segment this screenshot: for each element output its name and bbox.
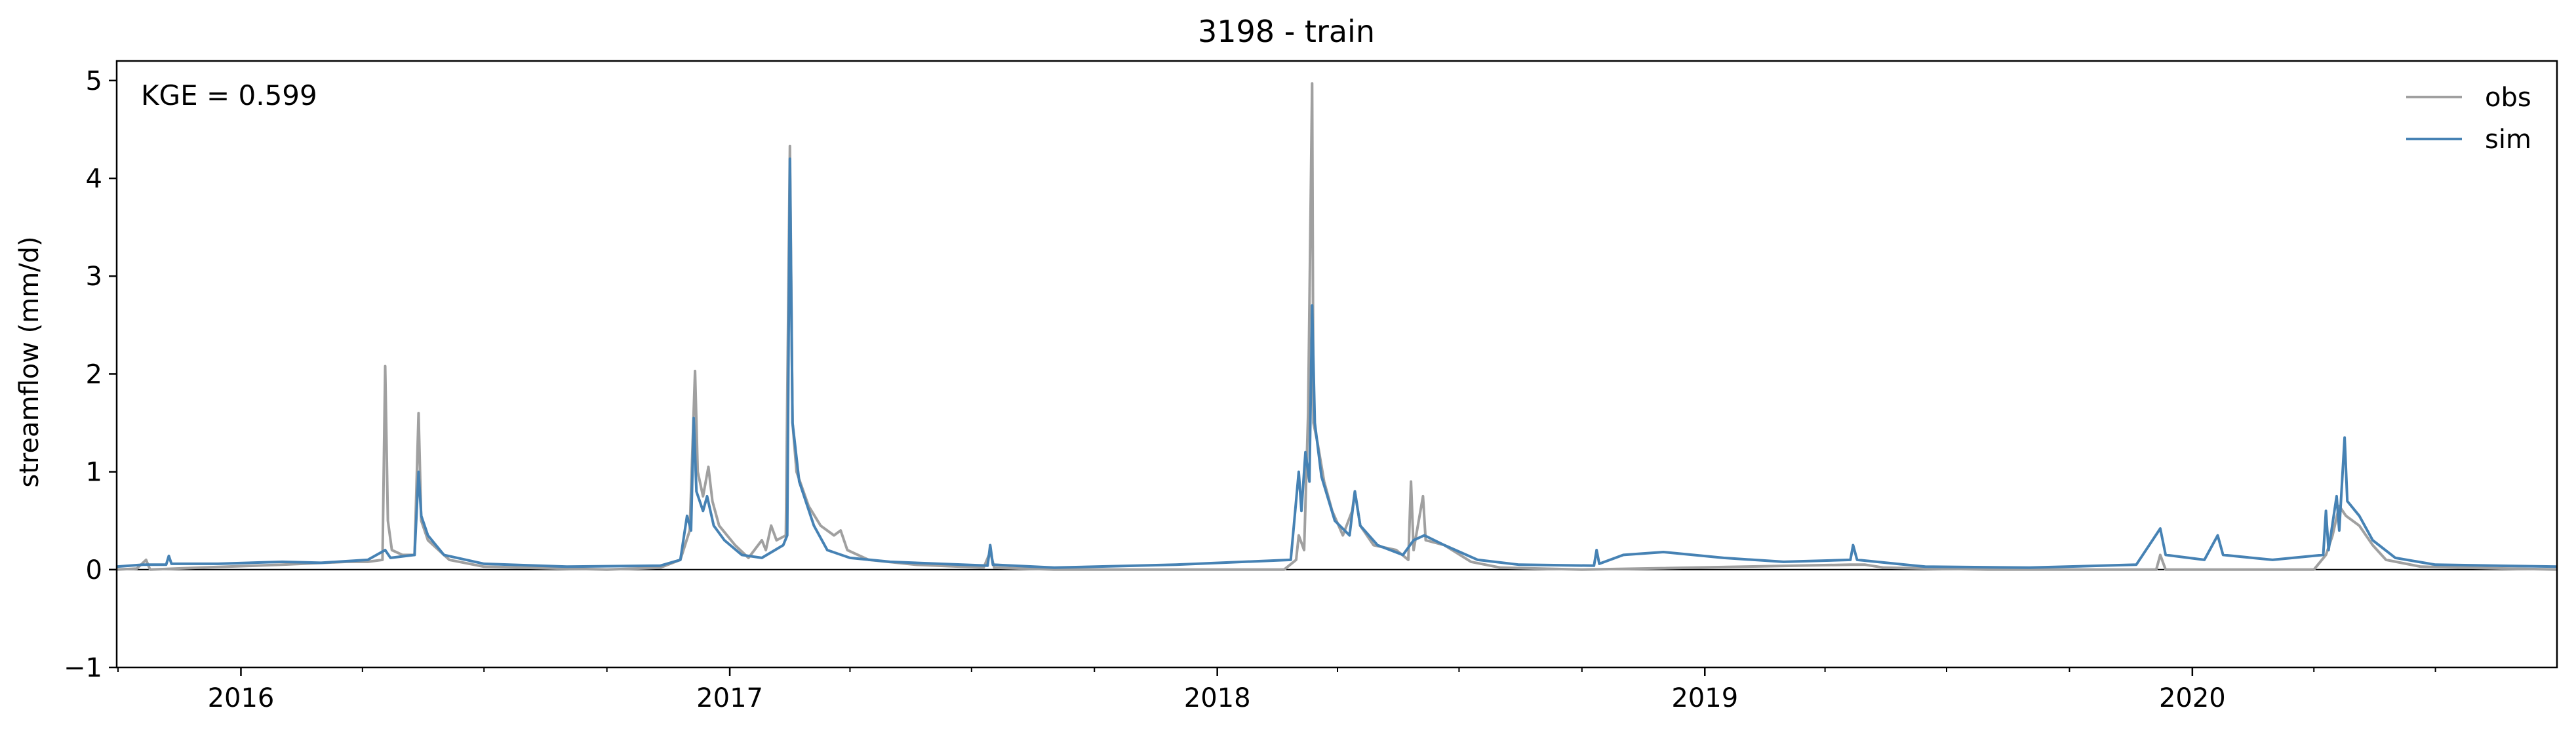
chart-title: 3198 - train [1198,14,1375,49]
x-tick-label: 2020 [2159,683,2226,713]
series-line-obs [116,82,2558,571]
y-tick-label: 3 [86,262,102,292]
x-tick-label: 2017 [696,683,763,713]
y-tick-label: 4 [86,164,102,194]
legend-label-obs: obs [2485,83,2531,113]
y-axis-label: streamflow (mm/d) [14,236,45,487]
axes-frame [115,60,2558,669]
y-tick-label: 2 [86,359,102,389]
y-tick-label: 1 [86,458,102,488]
x-tick-label: 2016 [208,683,275,713]
legend-label-sim: sim [2485,125,2531,155]
plot-area [116,82,2558,571]
x-tick-label: 2019 [1671,683,1738,713]
x-tick-label: 2018 [1184,683,1251,713]
kge-annotation: KGE = 0.599 [141,79,317,111]
y-tick-label: 5 [86,66,102,96]
series-line-sim [116,157,2558,569]
legend: obs sim [2406,83,2531,155]
y-tick-label: −1 [64,653,102,683]
y-tick-label: 0 [86,555,102,585]
axes: −1 0 1 2 3 4 5 2016 2017 2018 2019 2020 [64,60,2558,713]
